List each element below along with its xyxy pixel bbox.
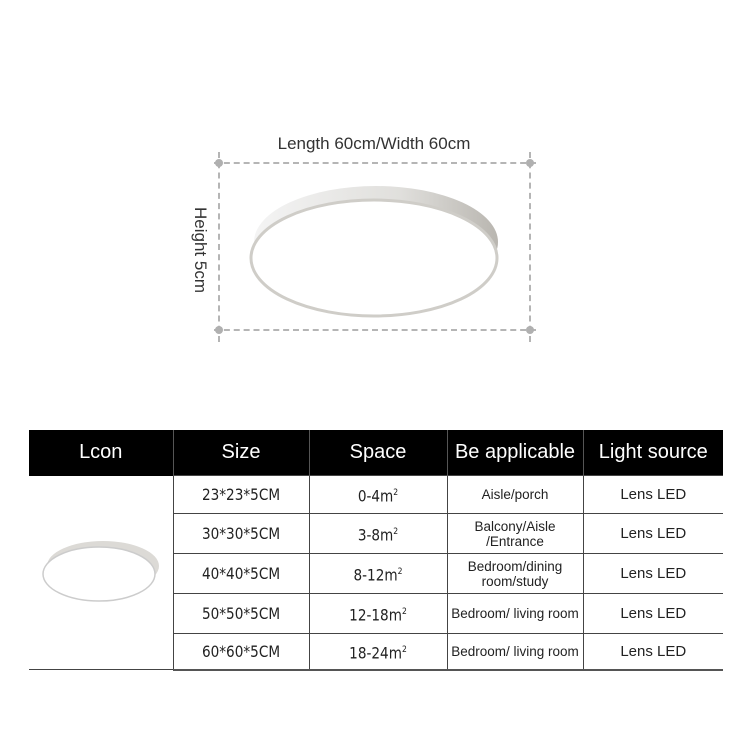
top-dimension-line — [214, 162, 536, 164]
table-row: 40*40*5CM 8-12m2 Bedroom/dining room/stu… — [29, 553, 723, 594]
corner-dot — [215, 159, 223, 167]
size-cell: 50*50*5CM — [182, 593, 300, 634]
applicable-cell: Bedroom/ living room — [446, 593, 584, 634]
spec-table: Lcon Size Space Be applicable Light sour… — [29, 430, 723, 671]
header-space: Space — [308, 430, 447, 476]
length-width-label: Length 60cm/Width 60cm — [277, 134, 471, 153]
space-cell: 3-8m2 — [318, 513, 438, 554]
size-cell: 60*60*5CM — [182, 633, 300, 671]
corner-dot — [215, 326, 223, 334]
header-size: Size — [172, 430, 309, 476]
ceiling-lamp-image — [249, 186, 499, 318]
table-row: 50*50*5CM 12-18m2 Bedroom/ living room L… — [29, 593, 723, 634]
space-cell: 18-24m2 — [318, 633, 438, 671]
space-cell: 8-12m2 — [318, 553, 438, 594]
applicable-cell: Aisle/porch — [446, 475, 584, 514]
table-row: 23*23*5CM 0-4m2 Aisle/porch Lens LED — [29, 475, 723, 670]
header-applicable: Be applicable — [446, 430, 583, 476]
header-light-source: Light source — [582, 430, 723, 476]
right-dimension-line — [529, 152, 531, 342]
height-label: Height 5cm — [191, 207, 210, 293]
lamp-icon-cell — [29, 475, 174, 670]
size-cell: 30*30*5CM — [182, 513, 300, 554]
light-source-cell: Lens LED — [582, 475, 723, 514]
corner-dot — [526, 159, 534, 167]
light-source-cell: Lens LED — [582, 513, 723, 554]
space-cell: 0-4m2 — [318, 475, 438, 514]
ceiling-lamp-icon — [42, 540, 159, 602]
table-header-row: Lcon Size Space Be applicable Light sour… — [29, 430, 723, 476]
light-source-cell: Lens LED — [582, 553, 723, 594]
corner-dot — [526, 326, 534, 334]
size-cell: 23*23*5CM — [182, 475, 300, 514]
size-cell: 40*40*5CM — [182, 553, 300, 594]
table-row: 60*60*5CM 18-24m2 Bedroom/ living room L… — [29, 633, 723, 671]
applicable-cell: Bedroom/ living room — [446, 633, 584, 671]
light-source-cell: Lens LED — [582, 593, 723, 634]
applicable-cell: Bedroom/dining room/study — [446, 553, 584, 594]
table-row: 30*30*5CM 3-8m2 Balcony/Aisle /Entrance … — [29, 513, 723, 554]
space-cell: 12-18m2 — [318, 593, 438, 634]
header-icon: Lcon — [29, 430, 173, 476]
left-dimension-line — [218, 152, 220, 342]
light-source-cell: Lens LED — [582, 633, 723, 671]
applicable-cell: Balcony/Aisle /Entrance — [446, 513, 584, 554]
dimension-diagram: Length 60cm/Width 60cm Height 5cm — [0, 0, 750, 360]
bottom-dimension-line — [214, 329, 536, 331]
